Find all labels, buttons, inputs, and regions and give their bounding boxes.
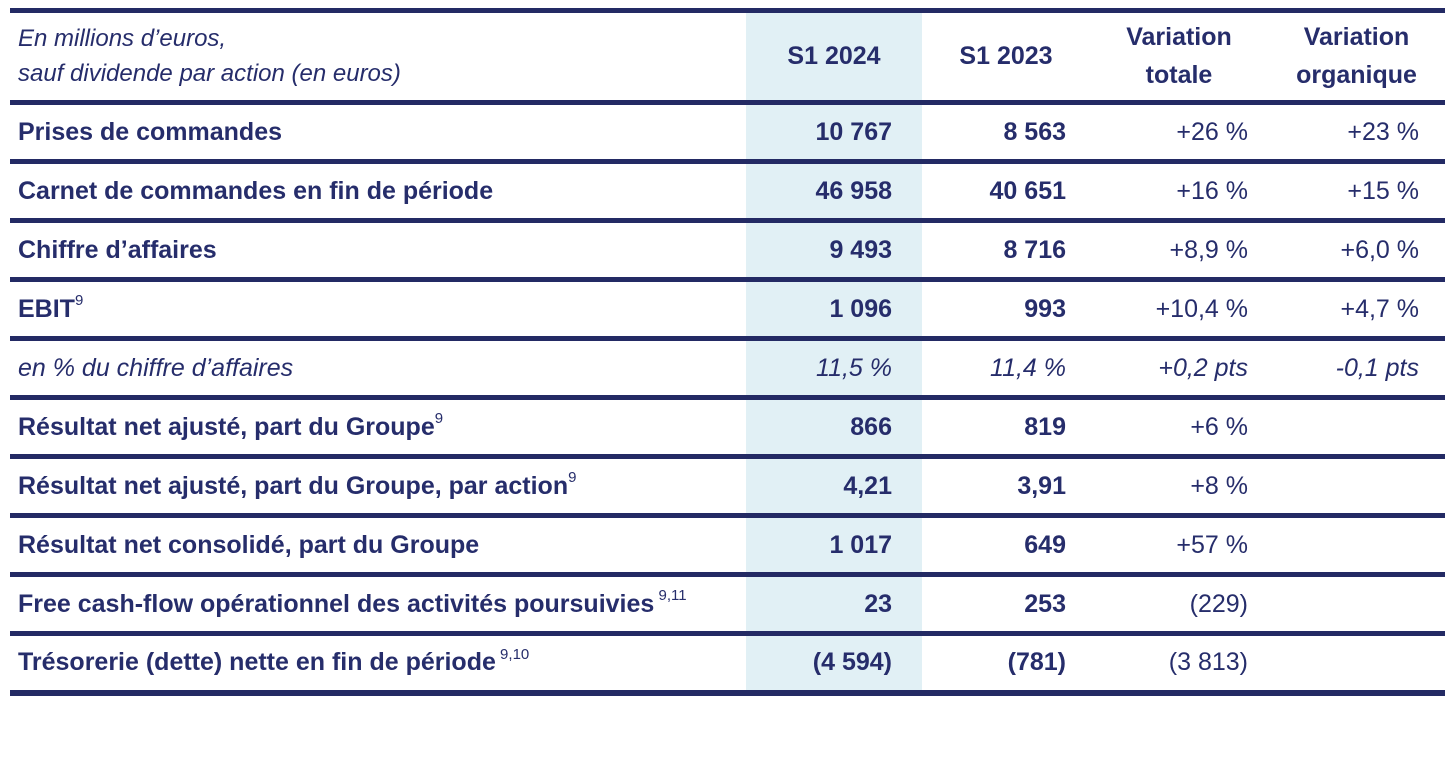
table-row: Résultat net ajusté, part du Groupe, par… xyxy=(10,456,1445,518)
cell-s1-2023: 8 563 xyxy=(922,102,1090,164)
table-row: Prises de commandes 10 767 8 563 +26 % +… xyxy=(10,102,1445,164)
row-label-cell: Carnet de commandes en fin de période xyxy=(10,161,746,223)
cell-s1-2023: 8 716 xyxy=(922,220,1090,282)
unit-note: En millions d’euros, sauf dividende par … xyxy=(10,8,746,105)
cell-s1-2023: (781) xyxy=(922,633,1090,696)
table-row: Carnet de commandes en fin de période 46… xyxy=(10,161,1445,223)
row-label-cell: Résultat net ajusté, part du Groupe9 xyxy=(10,397,746,459)
footnote-reference: 9 xyxy=(74,292,84,310)
cell-s1-2024: 23 xyxy=(746,574,922,636)
table-header: En millions d’euros, sauf dividende par … xyxy=(10,8,1445,105)
row-label: Prises de commandes xyxy=(18,117,283,146)
footnote-reference: 9 xyxy=(568,469,577,487)
cell-s1-2023: 253 xyxy=(922,574,1090,636)
cell-s1-2024: 4,21 xyxy=(746,456,922,518)
table-row: Chiffre d’affaires 9 493 8 716 +8,9 % +6… xyxy=(10,220,1445,282)
cell-variation-organique xyxy=(1268,633,1445,696)
table-body: Prises de commandes 10 767 8 563 +26 % +… xyxy=(10,102,1445,696)
column-header-s1-2024: S1 2024 xyxy=(746,8,922,105)
cell-variation-organique: +6,0 % xyxy=(1268,220,1445,282)
cell-s1-2023: 819 xyxy=(922,397,1090,459)
cell-variation-totale: +6 % xyxy=(1090,397,1268,459)
table-row: EBIT9 1 096 993 +10,4 % +4,7 % xyxy=(10,279,1445,341)
cell-s1-2024: 1 096 xyxy=(746,279,922,341)
cell-s1-2023: 11,4 % xyxy=(922,338,1090,400)
column-header-variation-totale: Variation totale xyxy=(1090,8,1268,105)
row-label: en % du chiffre d’affaires xyxy=(18,353,294,382)
table-row: Trésorerie (dette) nette en fin de pério… xyxy=(10,633,1445,696)
cell-s1-2023: 40 651 xyxy=(922,161,1090,223)
row-label-cell: Chiffre d’affaires xyxy=(10,220,746,282)
row-label-cell: Prises de commandes xyxy=(10,102,746,164)
row-label: Résultat net consolidé, part du Groupe xyxy=(18,530,480,559)
header-row: En millions d’euros, sauf dividende par … xyxy=(10,8,1445,105)
column-header-variation-organique: Variation organique xyxy=(1268,8,1445,105)
cell-s1-2024: 10 767 xyxy=(746,102,922,164)
cell-s1-2024: (4 594) xyxy=(746,633,922,696)
cell-variation-totale: (3 813) xyxy=(1090,633,1268,696)
cell-variation-totale: +0,2 pts xyxy=(1090,338,1268,400)
financial-summary-table: En millions d’euros, sauf dividende par … xyxy=(10,8,1445,696)
cell-variation-totale: +16 % xyxy=(1090,161,1268,223)
cell-variation-organique xyxy=(1268,456,1445,518)
cell-variation-organique: +15 % xyxy=(1268,161,1445,223)
cell-s1-2024: 11,5 % xyxy=(746,338,922,400)
financial-results-page: En millions d’euros, sauf dividende par … xyxy=(10,8,1445,696)
row-label: Free cash-flow opérationnel des activité… xyxy=(18,589,655,618)
row-label-cell: en % du chiffre d’affaires xyxy=(10,338,746,400)
cell-variation-organique: +23 % xyxy=(1268,102,1445,164)
cell-variation-totale: (229) xyxy=(1090,574,1268,636)
cell-s1-2023: 3,91 xyxy=(922,456,1090,518)
row-label: EBIT xyxy=(18,294,75,323)
cell-variation-organique xyxy=(1268,397,1445,459)
row-label-cell: Free cash-flow opérationnel des activité… xyxy=(10,574,746,636)
row-label-cell: Trésorerie (dette) nette en fin de pério… xyxy=(10,633,746,696)
cell-s1-2023: 993 xyxy=(922,279,1090,341)
footnote-reference: 9,11 xyxy=(654,587,687,605)
cell-variation-organique: -0,1 pts xyxy=(1268,338,1445,400)
row-label: Trésorerie (dette) nette en fin de pério… xyxy=(18,648,496,677)
row-label-cell: Résultat net ajusté, part du Groupe, par… xyxy=(10,456,746,518)
cell-s1-2024: 9 493 xyxy=(746,220,922,282)
table-row: Résultat net ajusté, part du Groupe9 866… xyxy=(10,397,1445,459)
cell-variation-totale: +57 % xyxy=(1090,515,1268,577)
column-header-s1-2023: S1 2023 xyxy=(922,8,1090,105)
table-row: Résultat net consolidé, part du Groupe 1… xyxy=(10,515,1445,577)
cell-s1-2024: 1 017 xyxy=(746,515,922,577)
cell-variation-organique: +4,7 % xyxy=(1268,279,1445,341)
cell-variation-totale: +8 % xyxy=(1090,456,1268,518)
row-label: Résultat net ajusté, part du Groupe, par… xyxy=(18,471,569,500)
row-label: Chiffre d’affaires xyxy=(18,235,217,264)
cell-s1-2024: 866 xyxy=(746,397,922,459)
cell-variation-organique xyxy=(1268,574,1445,636)
footnote-reference: 9,10 xyxy=(495,645,530,663)
cell-s1-2024: 46 958 xyxy=(746,161,922,223)
cell-variation-totale: +8,9 % xyxy=(1090,220,1268,282)
table-row: en % du chiffre d’affaires 11,5 % 11,4 %… xyxy=(10,338,1445,400)
cell-variation-organique xyxy=(1268,515,1445,577)
table-row: Free cash-flow opérationnel des activité… xyxy=(10,574,1445,636)
cell-variation-totale: +26 % xyxy=(1090,102,1268,164)
row-label: Résultat net ajusté, part du Groupe xyxy=(18,412,435,441)
row-label: Carnet de commandes en fin de période xyxy=(18,176,494,205)
cell-s1-2023: 649 xyxy=(922,515,1090,577)
row-label-cell: EBIT9 xyxy=(10,279,746,341)
row-label-cell: Résultat net consolidé, part du Groupe xyxy=(10,515,746,577)
cell-variation-totale: +10,4 % xyxy=(1090,279,1268,341)
footnote-reference: 9 xyxy=(434,410,444,428)
